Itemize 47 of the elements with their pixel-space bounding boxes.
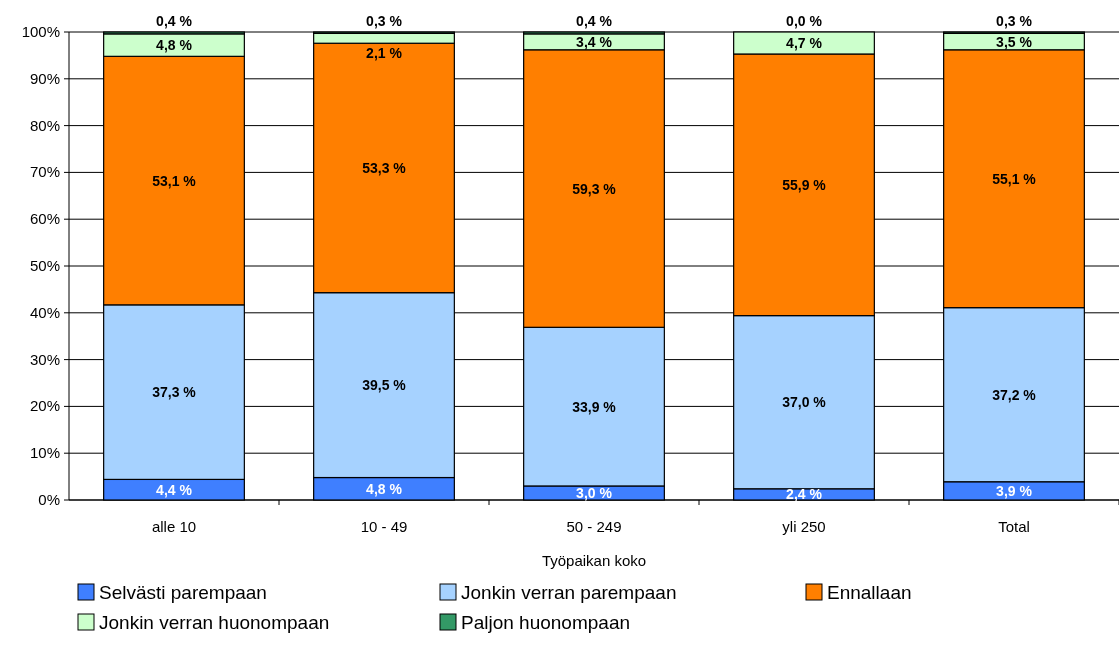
y-tick-label: 90% — [29, 69, 60, 87]
x-tick-label: yli 250 — [782, 518, 826, 535]
data-label: 4,8 % — [366, 480, 403, 497]
data-label: 0,3 % — [366, 13, 403, 29]
x-axis-title: Työpaikan koko — [541, 552, 647, 569]
data-label: 0,4 % — [156, 13, 193, 29]
data-label: 2,4 % — [786, 486, 823, 503]
data-label: 55,9 % — [782, 176, 827, 193]
data-label: 37,3 % — [152, 384, 197, 401]
y-tick-label: 10% — [29, 444, 60, 462]
data-label: 0,4 % — [576, 13, 613, 29]
data-label: 3,4 % — [576, 33, 613, 50]
y-tick-label: 30% — [29, 350, 60, 368]
data-label: 33,9 % — [572, 398, 617, 415]
y-tick-label: 20% — [29, 397, 60, 415]
data-label: 53,3 % — [362, 159, 407, 176]
legend-label: Ennallaan — [827, 582, 912, 603]
data-label: 3,5 % — [996, 33, 1033, 50]
y-tick-label: 0% — [38, 491, 60, 508]
data-label: 3,0 % — [576, 484, 613, 501]
legend-label: Jonkin verran huonompaan — [99, 612, 330, 633]
y-tick-label: 70% — [29, 163, 60, 181]
y-tick-label: 80% — [29, 116, 60, 134]
data-label: 53,1 % — [152, 172, 197, 189]
data-label: 4,4 % — [156, 481, 193, 498]
y-tick-label: 40% — [29, 303, 60, 321]
data-label: 39,5 % — [362, 377, 407, 394]
data-label: 55,1 % — [992, 170, 1037, 187]
data-label: 37,0 % — [782, 394, 827, 411]
x-tick-label: alle 10 — [151, 518, 197, 535]
x-tick-label: Total — [998, 518, 1030, 535]
x-tick-label: 50 - 249 — [566, 518, 622, 535]
data-label: 4,8 % — [156, 37, 193, 54]
data-label: 0,0 % — [786, 13, 823, 29]
data-label: 59,3 % — [572, 180, 617, 197]
data-label: 4,7 % — [786, 35, 823, 51]
y-tick-label: 60% — [29, 210, 60, 228]
legend-label: Paljon huonompaan — [461, 612, 631, 633]
data-label: 2,1 % — [366, 45, 403, 62]
x-tick-label: 10 - 49 — [360, 518, 408, 535]
y-tick-label: 100% — [21, 23, 60, 40]
data-label: 3,9 % — [996, 482, 1033, 499]
y-tick-label: 50% — [29, 257, 60, 274]
legend-label: Selvästi parempaan — [99, 582, 267, 603]
legend-label: Jonkin verran parempaan — [461, 582, 677, 603]
data-label: 0,3 % — [996, 13, 1033, 29]
data-label: 37,2 % — [992, 386, 1037, 403]
